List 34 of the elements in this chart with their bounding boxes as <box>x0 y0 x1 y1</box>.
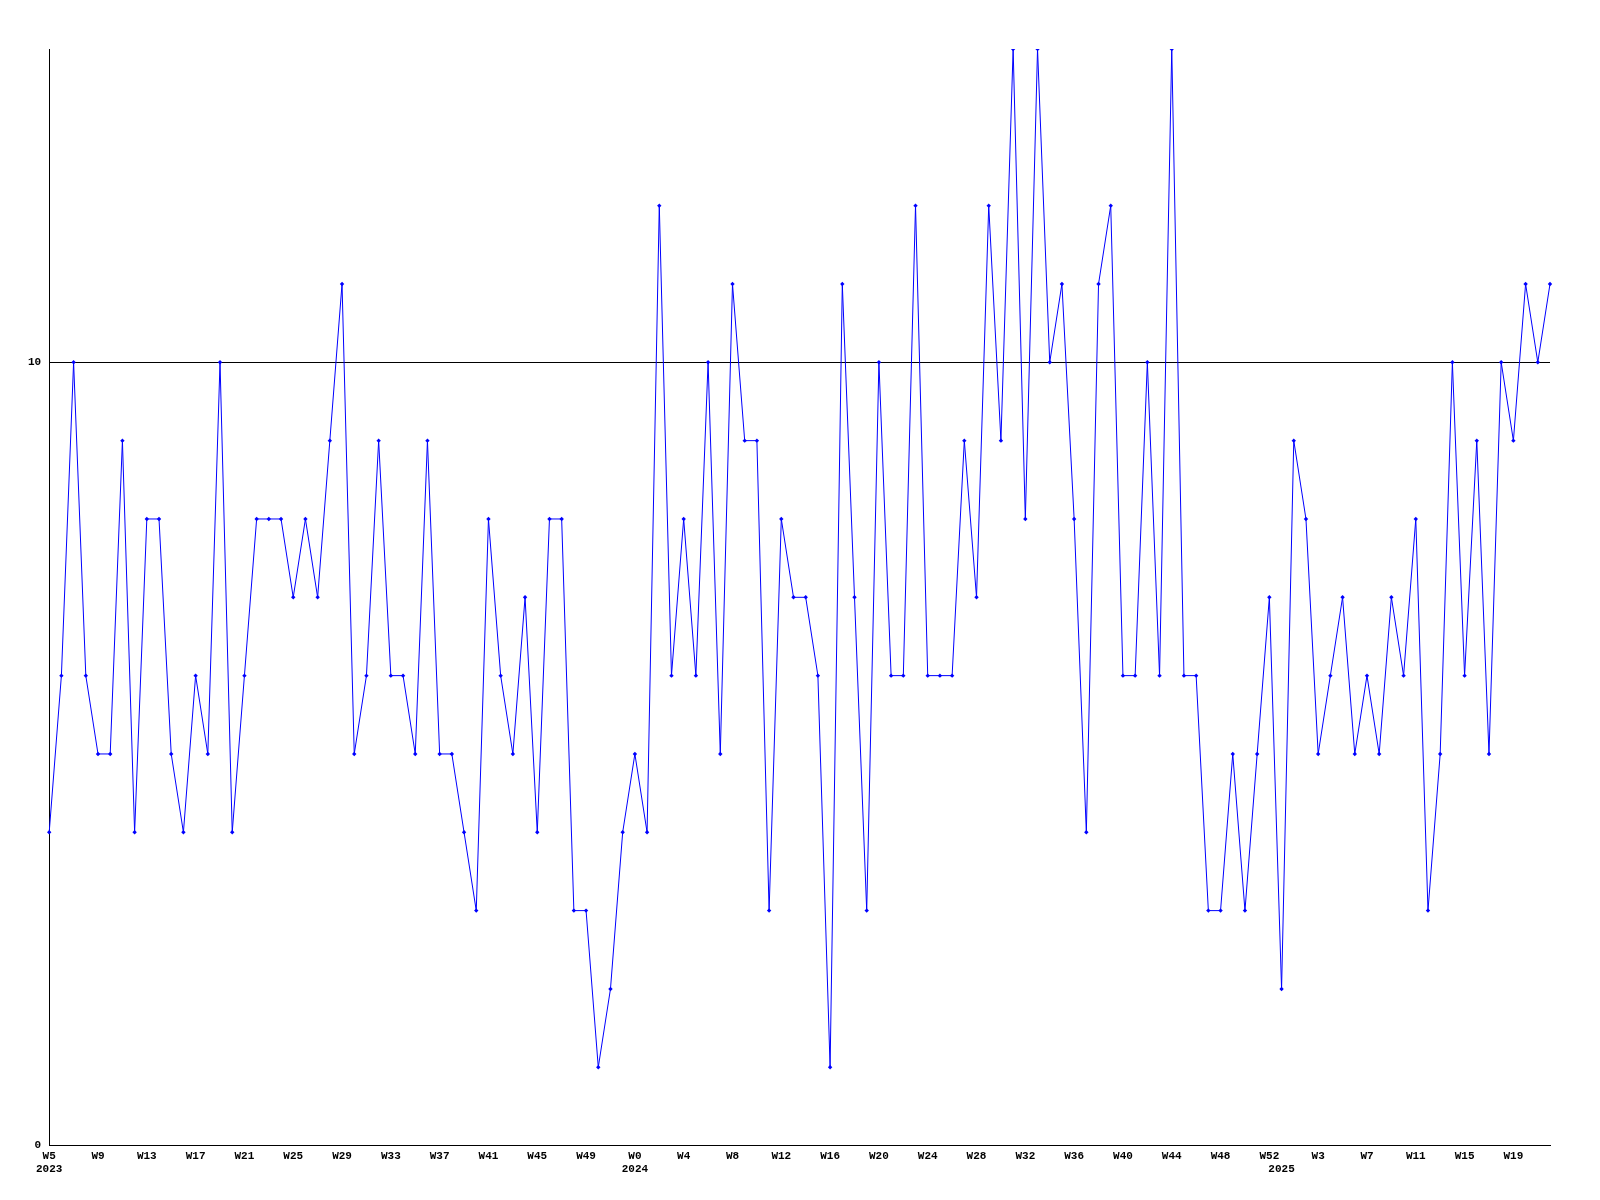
x-tick-label: W25 <box>283 1149 304 1162</box>
y-tick-label: 0 <box>34 1139 42 1152</box>
x-tick-label: W48 <box>1210 1149 1231 1162</box>
x-tick-label: W29 <box>332 1149 352 1162</box>
x-tick-label: W37 <box>429 1149 450 1162</box>
x-tick-label: W32 <box>1015 1149 1036 1162</box>
x-tick-label: W24 <box>917 1149 939 1162</box>
x-tick-label: W44 <box>1161 1149 1183 1162</box>
x-tick-label: W52 <box>1259 1149 1280 1162</box>
x-tick-label: W49 <box>576 1149 596 1162</box>
x-tick-label: W21 <box>234 1149 255 1162</box>
x-tick-label: W7 <box>1360 1149 1374 1162</box>
x-tick-label: W28 <box>966 1149 987 1162</box>
x-tick-label: W8 <box>725 1149 740 1162</box>
x-tick-label: W17 <box>185 1149 206 1162</box>
x-tick-label: W9 <box>91 1149 105 1162</box>
x-tick-label: W19 <box>1503 1149 1524 1162</box>
x-tick-label: W20 <box>869 1149 889 1162</box>
x-tick-label: W40 <box>1113 1149 1133 1162</box>
x-tick-label: W12 <box>771 1149 792 1162</box>
x-tick-label: W3 <box>1311 1149 1326 1162</box>
x-tick-label: W13 <box>136 1149 158 1162</box>
x-tick-label: W45 <box>527 1149 548 1162</box>
y-tick-label: 10 <box>28 356 42 369</box>
x-tick-label: W41 <box>478 1149 499 1162</box>
x-tick-label: W11 <box>1405 1149 1427 1162</box>
x-tick-label: 2025 <box>1268 1163 1296 1176</box>
x-tick-label: W33 <box>380 1149 402 1162</box>
x-tick-label: W36 <box>1064 1149 1085 1162</box>
x-tick-label: W15 <box>1454 1149 1475 1162</box>
x-tick-label: W5 2023 <box>36 1149 63 1176</box>
x-tick-label: W0 2024 <box>621 1149 649 1176</box>
x-tick-label: W4 <box>677 1149 691 1162</box>
x-tick-label: W16 <box>820 1149 841 1162</box>
